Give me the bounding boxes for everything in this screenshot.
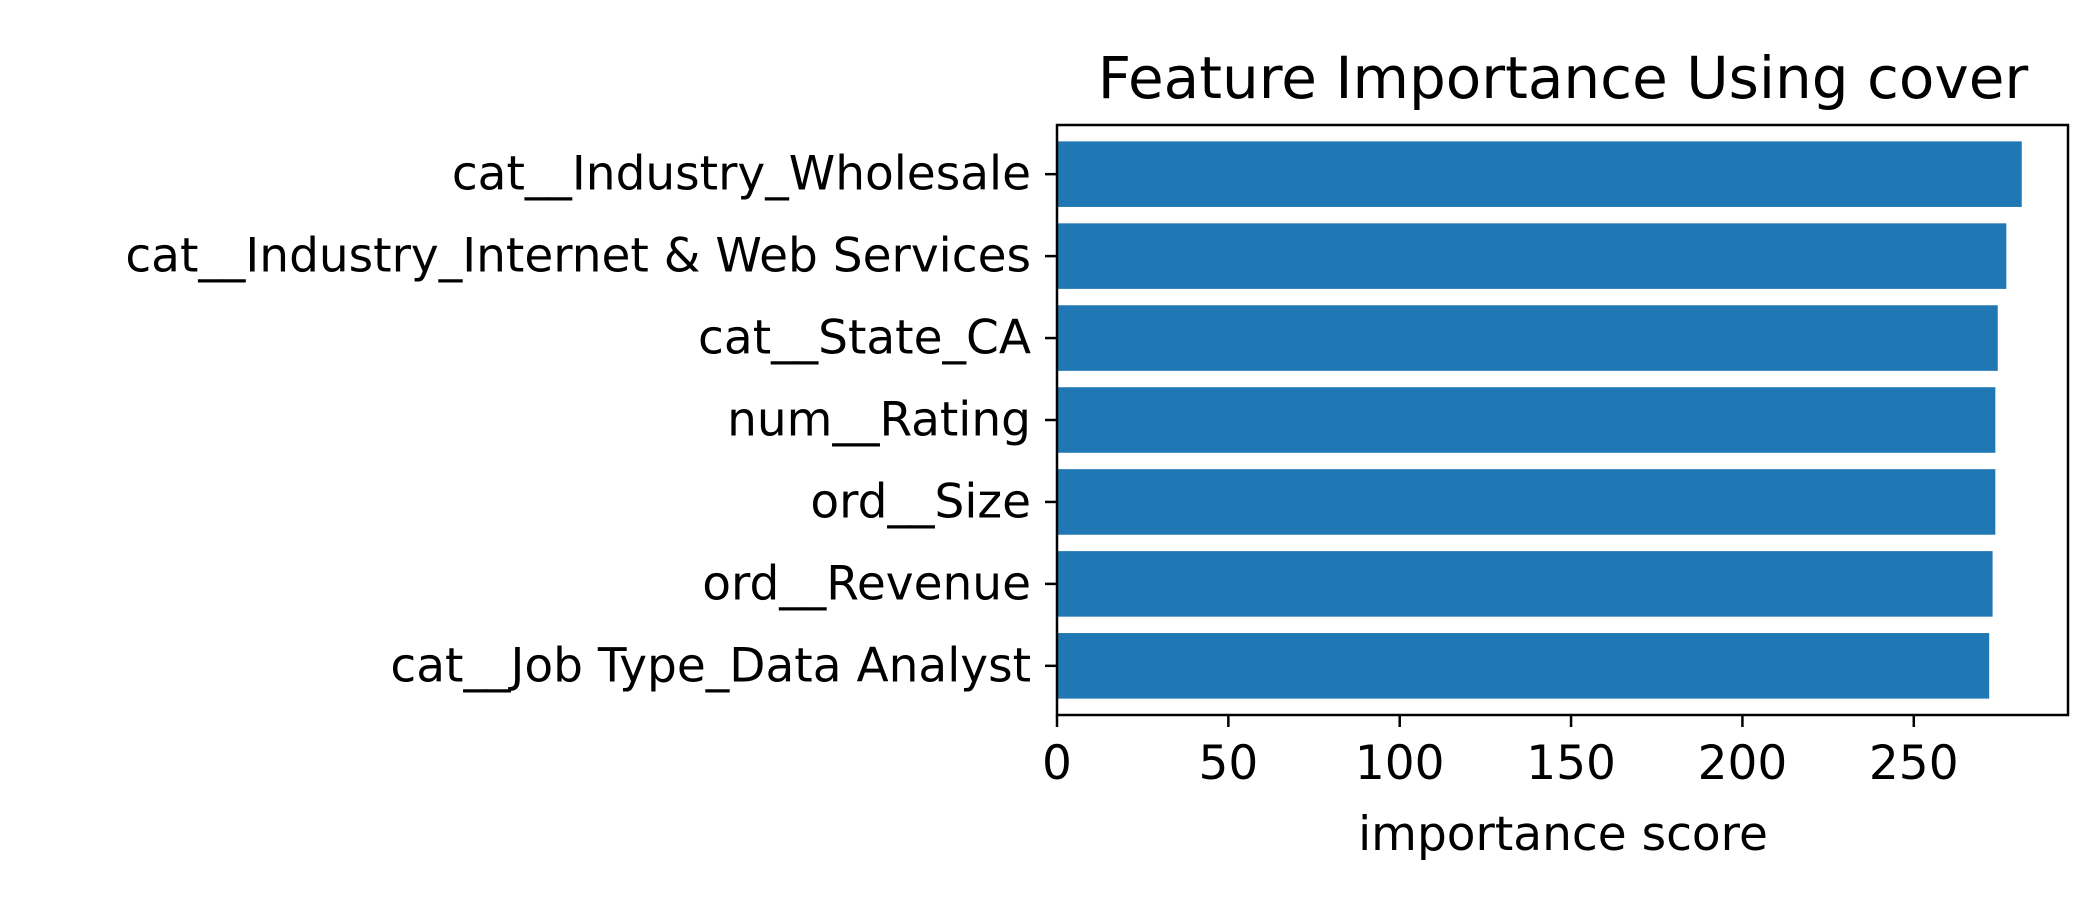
y-axis-ticks: cat__Industry_Wholesale cat__Industry_Int… [125,147,1057,693]
bar [1057,551,1993,617]
y-tick-label: cat__State_CA [698,311,1031,366]
y-tick-label: ord__Revenue [702,556,1031,611]
y-tick-label: cat__Industry_Internet & Web Services [125,229,1031,284]
x-tick-label: 150 [1526,736,1616,791]
bars-group [1057,141,2022,699]
y-tick-label: cat__Job Type_Data Analyst [390,638,1031,693]
y-tick-label: num__Rating [727,393,1031,448]
x-axis-label: importance score [1358,807,1768,862]
bar [1057,469,1996,535]
bar [1057,223,2007,289]
chart-title: Feature Importance Using cover [1098,44,2029,112]
bar [1057,141,2022,207]
x-axis-ticks: 0 50 100 150 200 250 [1042,715,1959,791]
x-tick-label: 50 [1198,736,1258,791]
y-tick-label: ord__Size [810,474,1031,529]
bar [1057,305,1998,371]
x-tick-label: 250 [1869,736,1959,791]
bar [1057,633,1990,699]
bar [1057,387,1996,453]
x-tick-label: 200 [1698,736,1788,791]
plot-area-frame [1055,123,2070,717]
x-tick-label: 0 [1042,736,1072,791]
y-tick-label: cat__Industry_Wholesale [452,147,1031,202]
x-tick-label: 100 [1355,736,1445,791]
